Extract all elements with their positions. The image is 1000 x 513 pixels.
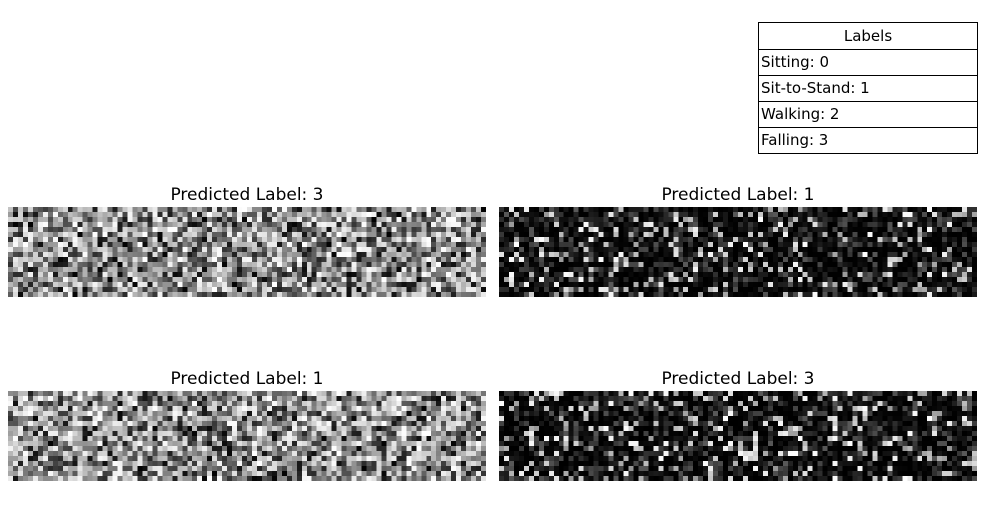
panel-title: Predicted Label: 1	[170, 369, 324, 389]
sensor-image	[8, 391, 486, 481]
legend-title: Labels	[759, 23, 977, 50]
legend-item-sitting: Sitting: 0	[759, 50, 977, 76]
legend-item-sit-to-stand: Sit-to-Stand: 1	[759, 76, 977, 102]
panel-title: Predicted Label: 3	[170, 185, 324, 205]
prediction-panel-4: Predicted Label: 3	[499, 367, 977, 481]
prediction-panel-1: Predicted Label: 3	[8, 183, 486, 297]
labels-legend: Labels Sitting: 0 Sit-to-Stand: 1 Walkin…	[758, 22, 978, 154]
panel-title: Predicted Label: 3	[661, 369, 815, 389]
legend-item-falling: Falling: 3	[761, 131, 829, 149]
panel-title: Predicted Label: 1	[661, 185, 815, 205]
sensor-image	[8, 207, 486, 297]
sensor-image	[499, 207, 977, 297]
prediction-panel-2: Predicted Label: 1	[499, 183, 977, 297]
prediction-panel-3: Predicted Label: 1	[8, 367, 486, 481]
sensor-image	[499, 391, 977, 481]
legend-item-walking: Walking: 2	[759, 102, 977, 128]
